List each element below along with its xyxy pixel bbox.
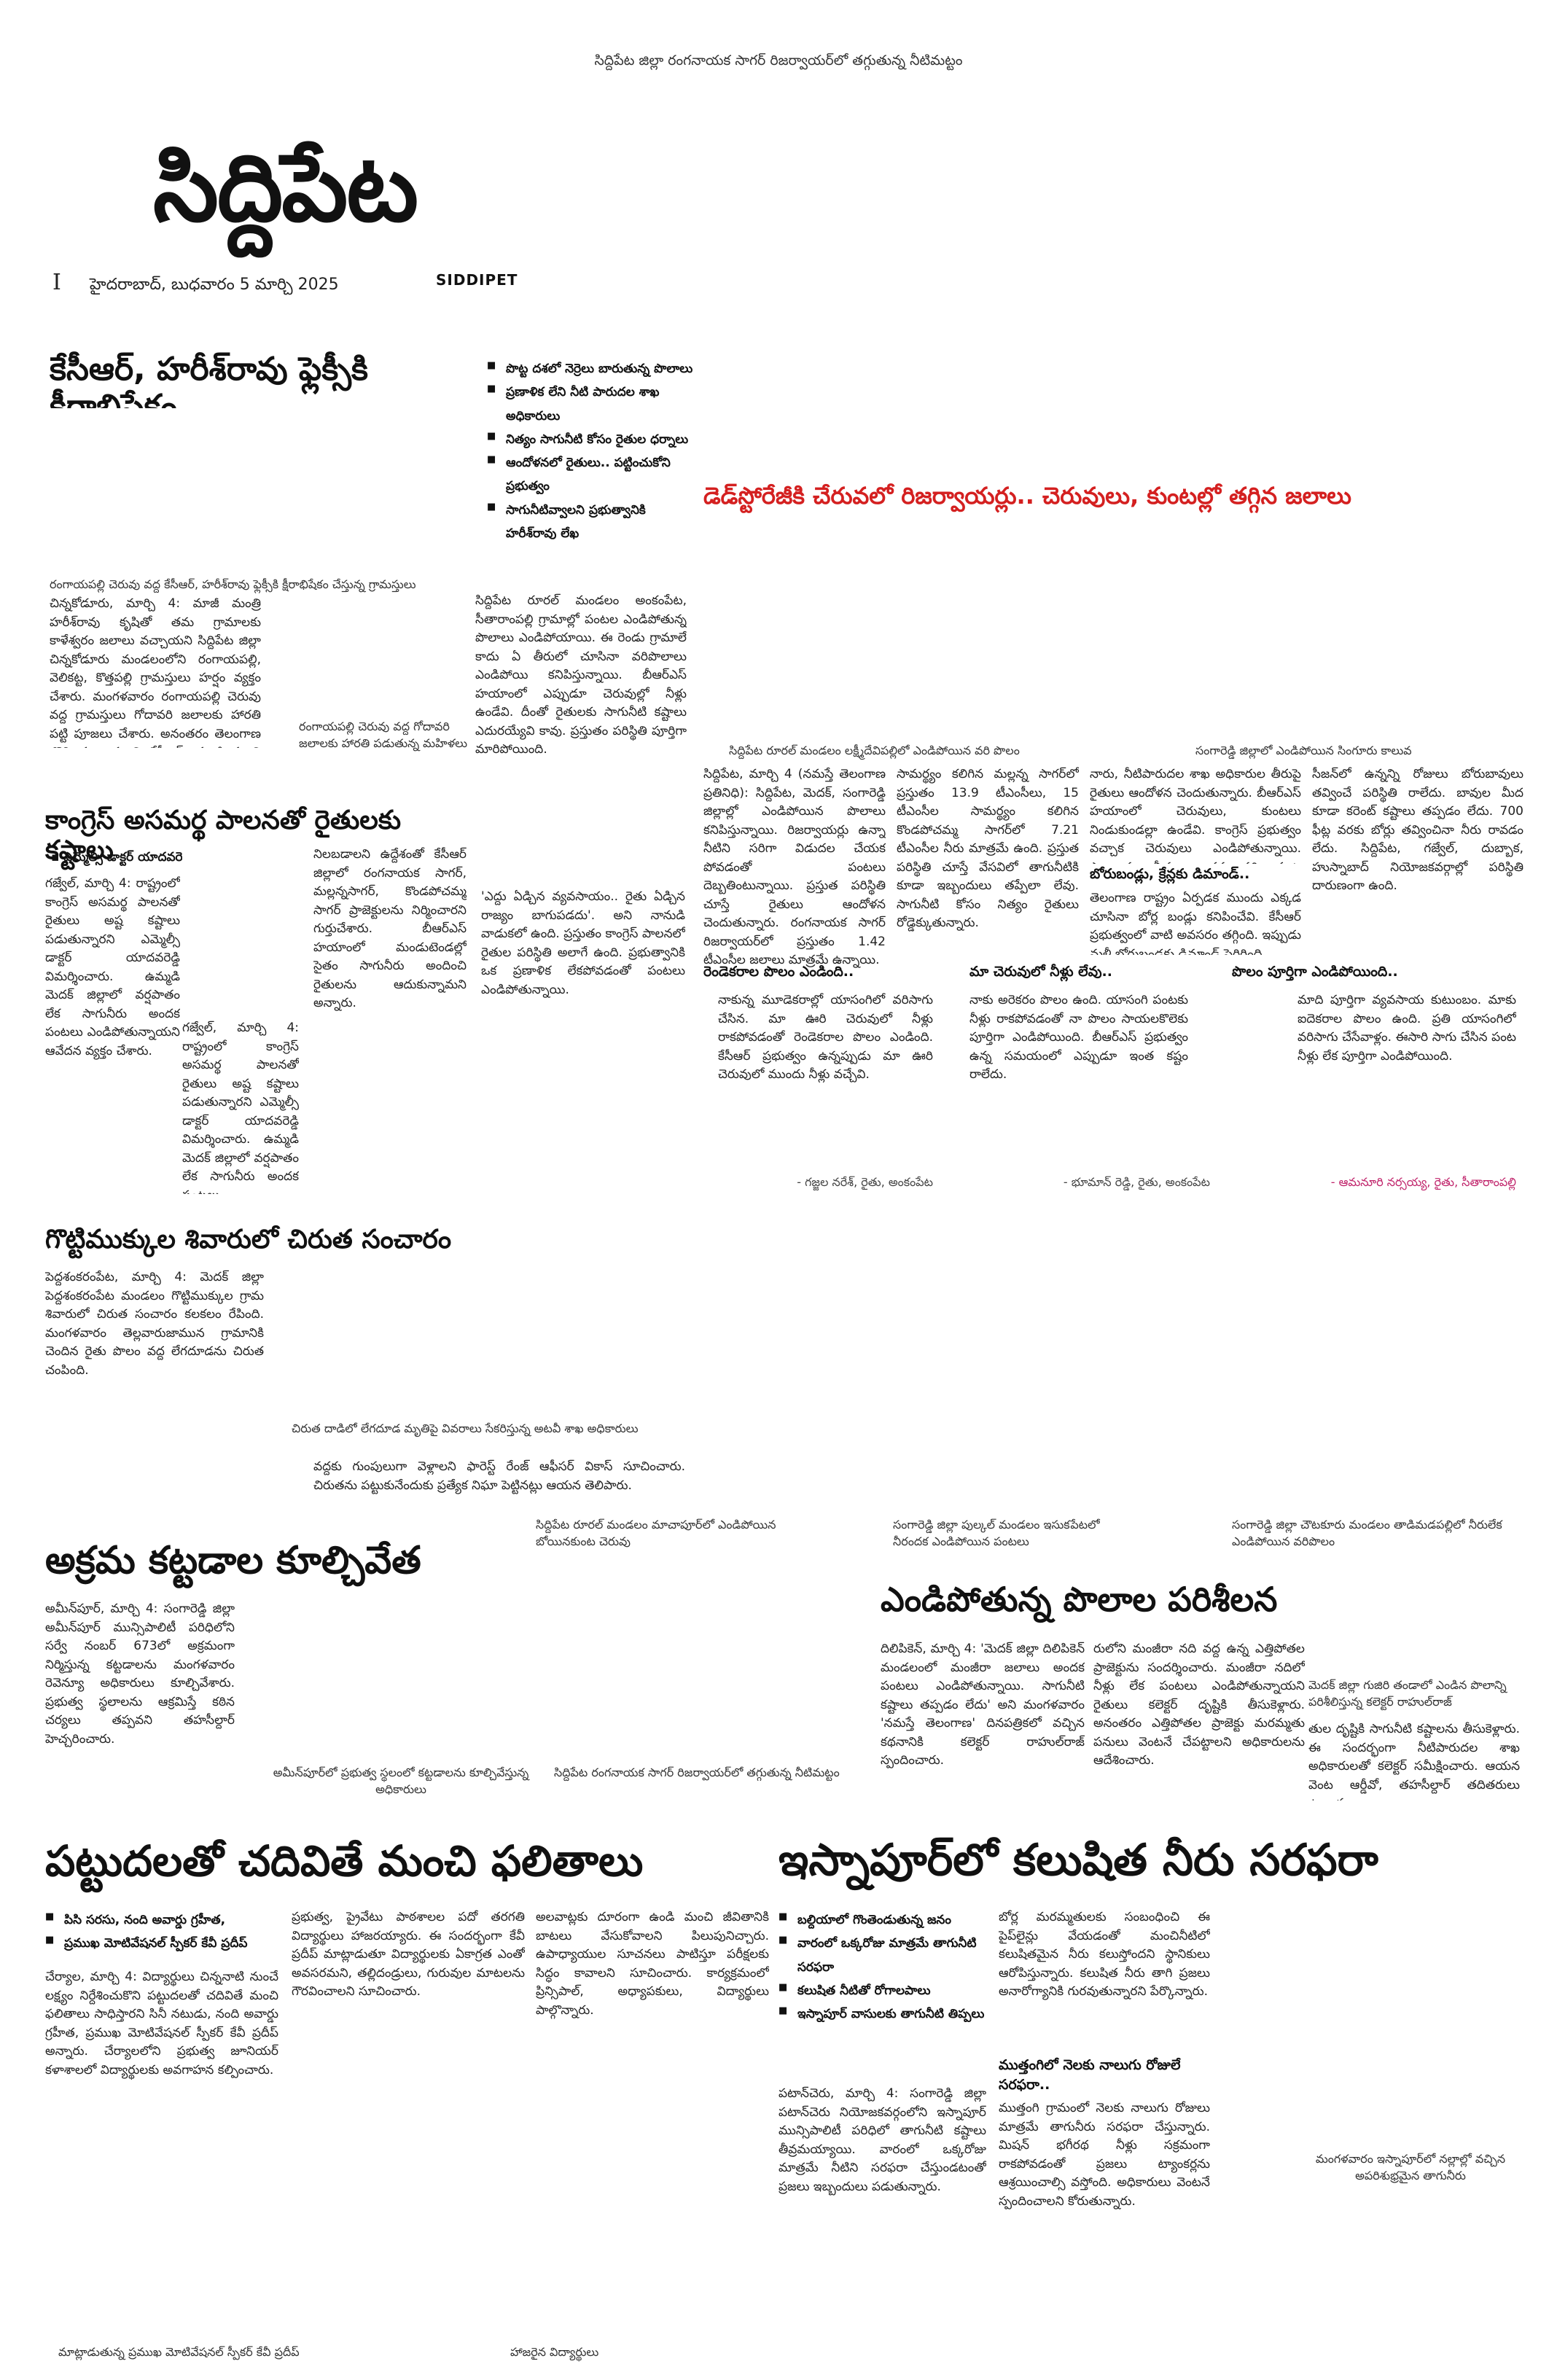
- story6-col-1: చేర్యాల, మార్చి 4: విద్యార్థులు చిన్ననాట…: [45, 1970, 278, 2077]
- story7-highlight-item: బల్దియాలో గొంతెండుతున్న జనం: [778, 1908, 997, 1932]
- story1-photo: [45, 408, 468, 569]
- date-text: హైదరాబాద్, బుధవారం 5 మార్చి 2025: [89, 276, 339, 294]
- bottom-photo-caption: సిద్దిపేట రంగనాయక సాగర్ రిజర్వాయర్‌లో తగ…: [554, 1766, 840, 1779]
- photo-row-caption-1: సిద్దిపేట రూరల్ మండలం మాచాపూర్‌లో ఎండిపో…: [536, 1518, 776, 1549]
- story7-highlight-item: ఇస్నాపూర్ వాసులకు తాగునీటి తిప్పలు: [778, 2002, 997, 2026]
- main-subhead-body: తెలంగాణ రాష్ట్రం ఏర్పడక ముందు ఎక్కడ చూసి…: [1090, 891, 1301, 955]
- highlights-list: పొట్ట దశలో నెర్రెలు బారుతున్న పొలాలు ప్ర…: [487, 357, 698, 545]
- story5-col-3: తుల దృష్టికి సాగునీటి కష్టాలను తీసుకెళ్ల…: [1308, 1722, 1520, 1800]
- main-col-3: నారు, నీటిపారుదల శాఖ అధికారుల తీరుపై రైత…: [1090, 767, 1301, 864]
- story1-photo-caption: రంగాయపల్లి చెరువు వద్ద గోదావరి జలాలకు హా…: [299, 719, 468, 751]
- story7-highlight-item: కలుషిత నీటితో రోగాలపాలు: [778, 1979, 997, 2002]
- photo-row-caption-3: సంగారెడ్డి జిల్లా చౌటకూరు మండలం తాడిమడపల…: [1232, 1518, 1502, 1549]
- quote-3-title: పొలం పూర్తిగా ఎండిపోయింది..: [1232, 964, 1398, 980]
- story5-col-1: దిలిపికెన్, మార్చి 4: 'మెదక్ జిల్లా దిలి…: [881, 1642, 1085, 1768]
- main-photo-1: [700, 525, 1104, 744]
- story7-photo: [1225, 1908, 1523, 2134]
- quote-3-attribution: - ఆమనూరి నర్సయ్య, రైతు, సీతారాంపల్లి: [1330, 1175, 1516, 1189]
- story2-byline: ▪ ఎమ్మెల్సీ డాక్టర్ యాదవరెడ్డి: [51, 850, 192, 865]
- story7-col-1: పటాన్‌చెరు, మార్చి 4: సంగారెడ్డి జిల్లా …: [778, 2086, 986, 2194]
- quote-1-title: రెండెకరాల పొలం ఎండింది..: [703, 964, 854, 980]
- quote-1-attribution: - గజ్జల నరేశ్, రైతు, అంకంపేట: [797, 1175, 933, 1189]
- main-col-1: సిద్దిపేట, మార్చి 4 (నమస్తే తెలంగాణ ప్రత…: [703, 767, 886, 967]
- quote-3-body: మాది పూర్తిగా వ్యవసాయ కుటుంబం. మాకు ఐదెక…: [1298, 993, 1516, 1064]
- story3-headline: గొట్టిముక్కుల శివారులో చిరుత సంచారం: [45, 1225, 452, 1255]
- story2-col-1b: గజ్వేల్, మార్చి 4: రాష్ట్రంలో కాంగ్రెస్ …: [182, 1021, 299, 1194]
- story6-highlight-item: ప్రముఖ మోటివేషనల్ స్పీకర్ కేవీ ప్రదీప్: [45, 1932, 278, 1955]
- main-photo-2: [1115, 525, 1520, 744]
- story6-col-2: ప్రభుత్వ, ప్రైవేటు పాఠశాలల పదో తరగతి విద…: [292, 1910, 525, 1999]
- story2-photo: [182, 846, 299, 1013]
- highlight-item: పొట్ట దశలో నెర్రెలు బారుతున్న పొలాలు: [487, 357, 698, 381]
- story3-col-1: పెద్దశంకరంపేట, మార్చి 4: మెదక్ జిల్లా పె…: [45, 1270, 264, 1378]
- story1-caption: రంగాయపల్లి చెరువు వద్ద కేసీఆర్, హరీశ్‌రా…: [50, 577, 416, 591]
- story7-subhead-body: ముత్తంగి గ్రామంలో నెలకు నాలుగు రోజులు మా…: [999, 2101, 1210, 2209]
- main-col-2: సామర్థ్యం కలిగిన మల్లన్న సాగర్‌లో ప్రస్త…: [897, 767, 1079, 930]
- story2-byline-text: ఎమ్మెల్సీ డాక్టర్ యాదవరెడ్డి: [63, 850, 192, 865]
- page-number: I: [52, 270, 61, 295]
- story7-highlights: బల్దియాలో గొంతెండుతున్న జనం వారంలో ఒక్కర…: [778, 1908, 997, 2026]
- top-photo-caption: సిద్దిపేట జిల్లా రంగనాయక సాగర్ రిజర్వాయర…: [594, 52, 963, 69]
- story6-headline: పట్టుదలతో చదివితే మంచి ఫలితాలు: [45, 1836, 644, 1886]
- story2-col-2: నిలబడాలని ఉద్దేశంతో కేసీఆర్ జిల్లాలో రంగ…: [313, 847, 467, 1010]
- story2-col-1: గజ్వేల్, మార్చి 4: రాష్ట్రంలో కాంగ్రెస్ …: [45, 876, 180, 1058]
- story1-headline: కేసీఆర్, హరీశ్‌రావు ఫ్లెక్సీకి క్షీరాభిష…: [50, 351, 369, 425]
- main-col-4: సీజన్‌లో ఉన్నన్ని రోజులు బోరుబావులు తవ్వ…: [1312, 767, 1523, 893]
- main-photo-2-caption: సంగారెడ్డి జిల్లాలో ఎండిపోయిన సింగూరు కా…: [1195, 744, 1412, 757]
- story5-headline: ఎండిపోతున్న పొలాల పరిశీలన: [881, 1580, 1278, 1619]
- story3-photo: [277, 1268, 685, 1418]
- quote-2-body: నాకు అరెకరం పొలం ఉంది. యాసంగి పంటకు నీళ్…: [969, 993, 1188, 1082]
- story6-col-3: అలవాట్లకు దూరంగా ఉండి మంచి జీవితానికి బా…: [536, 1910, 769, 2018]
- story6-caption-2: హాజరైన విద్యార్థులు: [510, 2345, 599, 2359]
- story4-body: అమీన్‌పూర్, మార్చి 4: సంగారెడ్డి జిల్లా …: [45, 1601, 235, 1747]
- quote-1-body: నాకున్న మూడెకరాల్లో యాసంగిలో వరిసాగు చేస…: [718, 993, 933, 1082]
- story4-headline: అక్రమ కట్టడాల కూల్చివేత: [45, 1539, 421, 1583]
- story6-highlights: పిసి సరసు, నంది అవార్డు గ్రహీత, ప్రముఖ మ…: [45, 1908, 278, 1956]
- quote-2-attribution: - భూమాన్ రెడ్డి, రైతు, అంకంపేట: [1063, 1175, 1210, 1189]
- story3-photo-caption: చిరుత దాడిలో లేగదూడ మృతిపై వివరాలు సేకరి…: [292, 1421, 639, 1435]
- photo-row-caption-2: సంగారెడ్డి జిల్లా పుల్కల్ మండలం ఇసుకపేటల…: [893, 1518, 1100, 1549]
- story6-highlight-item: పిసి సరసు, నంది అవార్డు గ్రహీత,: [45, 1908, 278, 1932]
- highlight-item: నిత్యం సాగునీటి కోసం రైతుల ధర్నాలు: [487, 428, 698, 451]
- highlight-item: సాగునీటివ్వాలని ప్రభుత్వానికి హరీశ్‌రావు…: [487, 499, 698, 546]
- main-red-headline: డెడ్‌స్టోరేజీకి చేరువలో రిజర్వాయర్లు.. చ…: [703, 482, 1351, 510]
- story2-col-3: 'ఎద్దు ఏడ్చిన వ్యవసాయం.. రైతు ఏడ్చిన రాజ…: [481, 889, 685, 997]
- main-photo-1-caption: సిద్దిపేట రూరల్ మండలం లక్ష్మీదేవిపల్లిలో…: [729, 744, 1020, 757]
- story4-photo: [248, 1600, 547, 1760]
- story3-col-2: వద్దకు గుంపులుగా వెళ్లాలని ఫారెస్ట్ రేంజ…: [313, 1459, 685, 1493]
- story7-caption: మంగళవారం ఇస్నాపూర్‌లో నల్లాల్లో వచ్చిన అ…: [1315, 2152, 1506, 2183]
- brand-label: SIDDIPET: [436, 271, 518, 289]
- dateline: I హైదరాబాద్, బుధవారం 5 మార్చి 2025: [52, 270, 339, 297]
- highlight-item: ప్రణాళిక లేని నీటి పారుదల శాఖ అధికారులు: [487, 381, 698, 428]
- story7-highlight-item: వారంలో ఒక్కరోజు మాత్రమే తాగునీటి సరఫరా: [778, 1932, 997, 1979]
- story6-photo-1: [45, 2194, 483, 2362]
- story2-headline: కాంగ్రెస్ అసమర్థ పాలనతో రైతులకు కష్టాలు: [45, 805, 402, 866]
- story7-headline: ఇస్నాపూర్‌లో కలుషిత నీరు సరఫరా: [778, 1835, 1378, 1886]
- highlight-item: ఆందోళనలో రైతులు.. పట్టించుకోని ప్రభుత్వం: [487, 451, 698, 499]
- story6-caption-1: మాట్లాడుతున్న ప్రముఖ మోటివేషనల్ స్పీకర్ …: [58, 2345, 300, 2359]
- story7-subhead: ముత్తంగిలో నెలకు నాలుగు రోజులే సరఫరా..: [999, 2057, 1181, 2093]
- story1-body: చిన్నకోడూరు, మార్చి 4: మాజీ మంత్రి హరీశ్…: [50, 596, 261, 748]
- main-subhead: బోరుబండ్లు, క్రేన్లకు డిమాండ్..: [1090, 866, 1250, 882]
- story1-photo-2: [277, 595, 467, 711]
- story4-caption: అమీన్‌పూర్‌లో ప్రభుత్వ స్థలంలో కట్టడాలను…: [273, 1766, 529, 1797]
- highlights-body: సిద్దిపేట రూరల్ మండలం అంకంపేట, సీతారాంపల…: [475, 593, 687, 757]
- quote-2-title: మా చెరువులో నీళ్లు లేవు..: [969, 964, 1112, 980]
- story6-photo-2: [496, 2194, 787, 2362]
- story7-col-2: బోర్ల మరమ్మతులకు సంబంధించి ఈ పైప్‌లైన్లు…: [999, 1910, 1210, 1999]
- masthead-title: సిద్దిపేట: [153, 134, 418, 243]
- story5-col-2: రులోని మంజీరా నది వద్ద ఉన్న ఎత్తిపోతల ప్…: [1093, 1642, 1305, 1768]
- story5-photo-caption: మెదక్ జిల్లా గుజిరి తండాలో ఎండిన పొలాన్న…: [1308, 1678, 1507, 1709]
